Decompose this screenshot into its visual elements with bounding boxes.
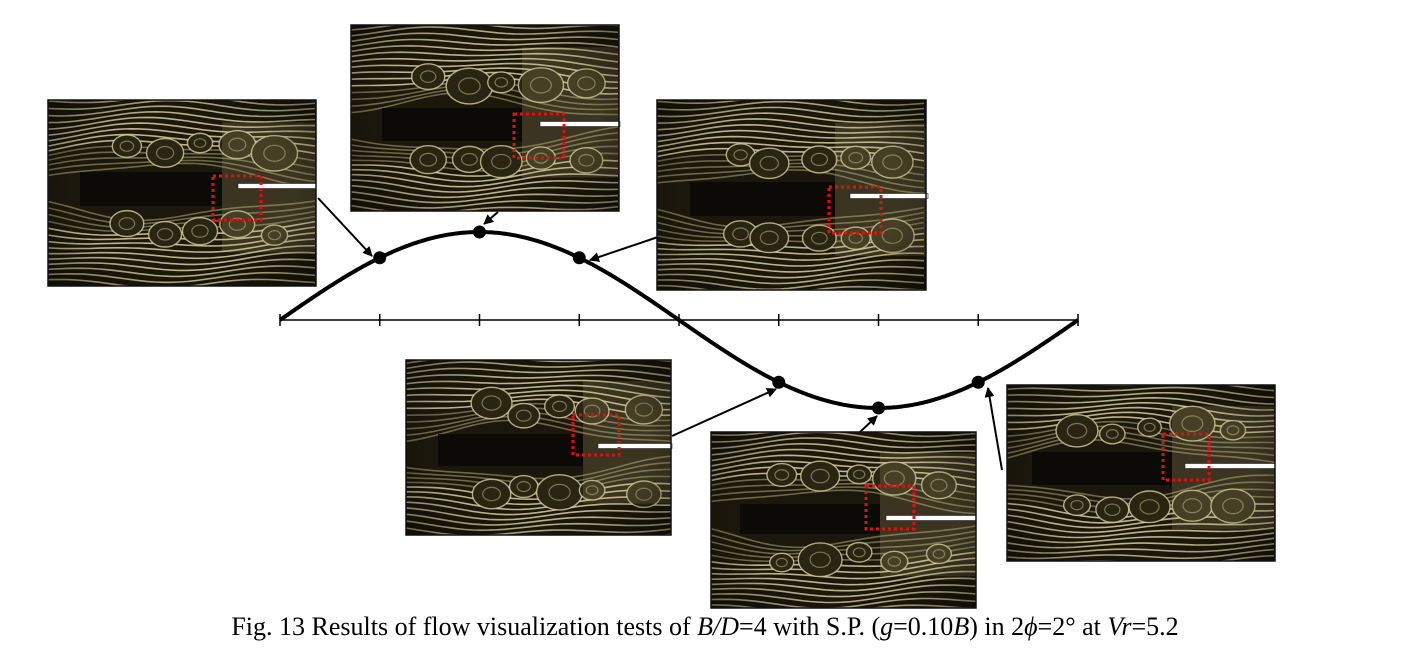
caption-gap-unit: B: [953, 612, 970, 641]
caption-phi: ϕ: [1024, 612, 1038, 641]
caption-mid: ) in 2: [969, 612, 1025, 641]
flow-photographs: [47, 24, 1276, 609]
phase-marker-3: [572, 251, 586, 265]
caption-gap-var: g: [880, 612, 894, 641]
arrow-phase-2: [483, 211, 499, 225]
caption-prefix: Fig. 13 Results of flow visualization te…: [231, 612, 698, 641]
oscillation-curve: [278, 230, 1080, 410]
caption-vr-var: Vr: [1107, 612, 1132, 641]
photo-phase-5: [405, 359, 673, 536]
phase-marker-6: [872, 401, 885, 415]
phase-marker-2: [473, 225, 486, 239]
phase-marker-7: [971, 375, 985, 389]
arrow-phase-5: [671, 388, 777, 437]
caption-ratio-eq: =4 with S.P. (: [739, 612, 881, 641]
arrow-phase-3: [589, 236, 659, 262]
caption-angle: =2° at: [1037, 612, 1108, 641]
caption-ratio-var: B/D: [697, 612, 740, 641]
photo-phase-7: [1006, 384, 1276, 562]
arrow-phase-7: [984, 387, 1003, 471]
phase-marker-5: [772, 375, 786, 389]
photo-phase-1: [47, 99, 317, 287]
phase-markers: [373, 225, 985, 415]
photo-phase-2: [350, 24, 621, 212]
figure-caption: Fig. 13 Results of flow visualization te…: [0, 612, 1410, 642]
caption-vr-eq: =5.2: [1131, 612, 1179, 641]
photo-phase-3: [656, 99, 929, 291]
arrow-phase-1: [317, 197, 373, 257]
photo-phase-6: [710, 431, 977, 609]
pointer-arrows: [317, 197, 1003, 471]
phase-marker-1: [373, 251, 387, 265]
arrow-phase-6: [859, 415, 878, 433]
caption-gap-eq: =0.10: [893, 612, 954, 641]
